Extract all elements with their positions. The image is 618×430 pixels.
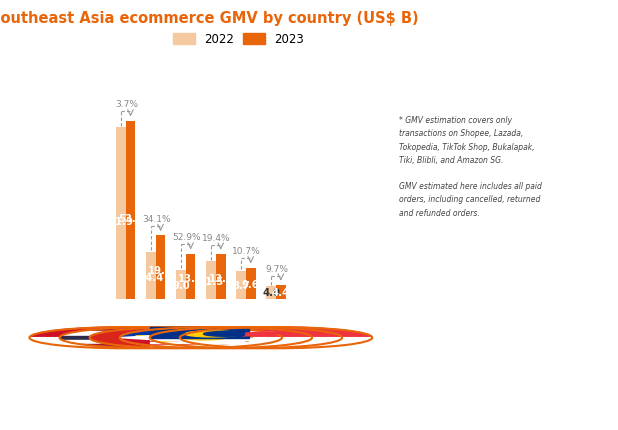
Polygon shape: [120, 330, 245, 345]
Bar: [116, 127, 125, 299]
Circle shape: [150, 327, 342, 348]
Wedge shape: [120, 338, 312, 348]
Text: 13.8: 13.8: [178, 274, 203, 284]
Polygon shape: [150, 338, 342, 340]
Wedge shape: [120, 327, 312, 338]
Polygon shape: [59, 340, 252, 344]
Wedge shape: [203, 332, 245, 336]
Text: 8.7: 8.7: [232, 281, 250, 292]
Text: 9.6: 9.6: [242, 280, 260, 290]
Polygon shape: [59, 331, 252, 335]
Text: 14.4: 14.4: [138, 273, 164, 283]
Polygon shape: [135, 332, 236, 342]
Text: 34.1%: 34.1%: [142, 215, 171, 224]
Bar: [266, 286, 276, 299]
Polygon shape: [150, 327, 249, 338]
Text: * GMV estimation covers only
transactions on Shopee, Lazada,
Tokopedia, TikTok S: * GMV estimation covers only transaction…: [399, 116, 541, 218]
Wedge shape: [180, 338, 372, 348]
Text: 4.4: 4.4: [272, 288, 290, 298]
Text: 51.9: 51.9: [108, 217, 133, 227]
Wedge shape: [30, 327, 222, 338]
Wedge shape: [180, 327, 372, 338]
Text: 10.7%: 10.7%: [232, 247, 261, 256]
Bar: [236, 270, 246, 299]
Bar: [176, 270, 186, 299]
Legend: 2022, 2023: 2022, 2023: [169, 28, 308, 51]
Text: 52.9%: 52.9%: [172, 233, 201, 242]
Bar: [246, 267, 256, 299]
Polygon shape: [59, 344, 252, 348]
Text: 11.5: 11.5: [198, 277, 224, 287]
Bar: [125, 121, 135, 299]
Wedge shape: [30, 338, 222, 348]
Bar: [156, 235, 166, 299]
Text: 9.7%: 9.7%: [265, 264, 288, 273]
Circle shape: [120, 327, 312, 348]
Circle shape: [90, 327, 282, 348]
Text: 4.0: 4.0: [262, 289, 280, 298]
Text: Southeast Asia ecommerce GMV by country (US$ B): Southeast Asia ecommerce GMV by country …: [0, 11, 418, 26]
Polygon shape: [59, 327, 252, 331]
Text: 19.4%: 19.4%: [202, 233, 231, 243]
Text: 19.3: 19.3: [148, 266, 173, 276]
Text: 13.7: 13.7: [208, 274, 233, 284]
Text: 3.7%: 3.7%: [115, 100, 138, 109]
Wedge shape: [185, 331, 237, 337]
Polygon shape: [59, 335, 252, 340]
Circle shape: [183, 335, 226, 340]
Bar: [206, 261, 216, 299]
Wedge shape: [242, 332, 284, 336]
Polygon shape: [150, 342, 342, 344]
Text: 53.8: 53.8: [118, 214, 143, 224]
Bar: [216, 254, 226, 299]
Bar: [186, 254, 195, 299]
Wedge shape: [223, 332, 277, 336]
Text: 9.0: 9.0: [172, 281, 190, 291]
Bar: [146, 252, 156, 299]
Bar: [276, 285, 286, 299]
Polygon shape: [150, 345, 342, 347]
